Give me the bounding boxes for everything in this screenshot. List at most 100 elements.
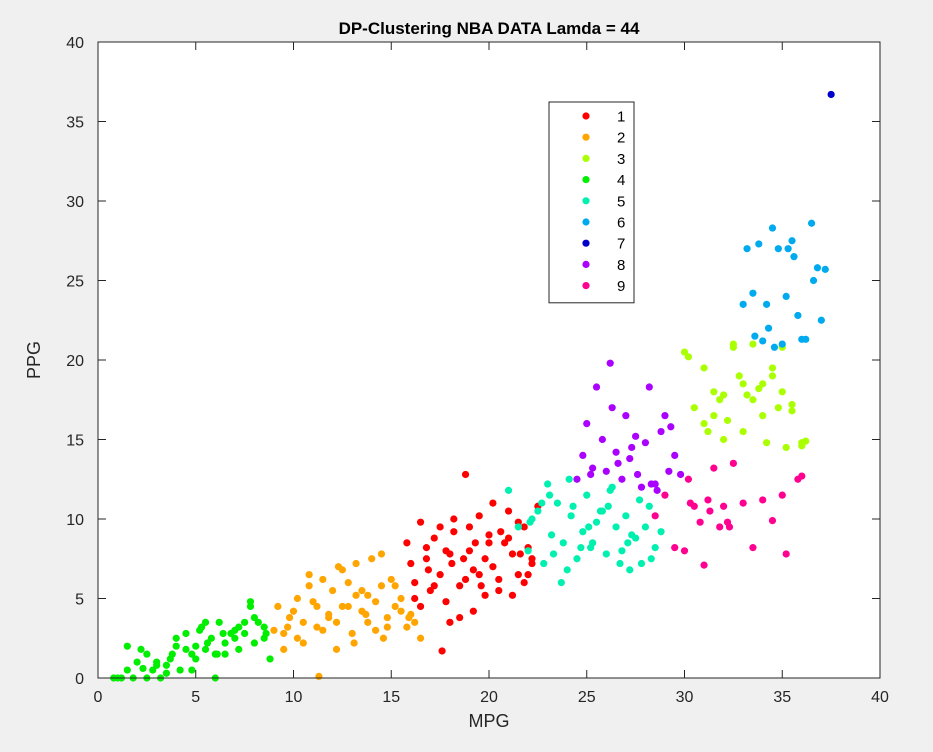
data-point [802, 437, 810, 445]
x-tick-label: 10 [285, 689, 303, 706]
legend-item-7: 7 [582, 236, 625, 253]
data-point [352, 591, 360, 599]
data-point [729, 459, 737, 467]
data-point [391, 582, 399, 590]
data-point [749, 340, 757, 348]
data-point [344, 579, 352, 587]
data-point [391, 602, 399, 611]
data-point [497, 528, 505, 536]
data-point [504, 534, 513, 542]
data-point [461, 470, 470, 479]
data-point [508, 550, 517, 558]
legend-marker [582, 239, 590, 247]
data-point [325, 613, 333, 622]
data-point [123, 642, 131, 650]
data-point [495, 586, 503, 595]
data-point [481, 591, 489, 599]
data-point [608, 404, 616, 412]
data-point [680, 348, 689, 356]
legend-box [548, 101, 635, 304]
data-point [284, 623, 292, 631]
data-point [827, 90, 835, 99]
data-point [299, 639, 307, 647]
legend-item-4: 4 [582, 172, 625, 189]
data-point [495, 575, 503, 584]
data-point [137, 645, 145, 653]
data-point [690, 404, 698, 412]
data-point [614, 459, 622, 467]
data-point [559, 539, 567, 547]
data-point [739, 380, 747, 388]
data-point [684, 353, 693, 361]
x-tick-label: 25 [578, 689, 596, 706]
data-point [235, 623, 243, 631]
data-point [442, 598, 450, 606]
data-point [198, 623, 206, 631]
data-point [788, 237, 796, 245]
legend-label: 8 [617, 257, 625, 274]
data-point [270, 626, 278, 634]
data-point [377, 550, 386, 558]
y-tick-label: 15 [66, 433, 84, 450]
data-point [567, 512, 575, 520]
data-point [700, 420, 708, 428]
cluster-1-points [403, 470, 542, 655]
data-point [782, 292, 790, 300]
data-point [759, 380, 767, 388]
data-point [587, 470, 595, 479]
data-point [546, 491, 554, 499]
data-point [477, 582, 485, 590]
data-point [778, 340, 786, 348]
data-point [770, 343, 779, 351]
data-point [293, 634, 302, 642]
data-point [172, 642, 180, 650]
chart-title: DP-Clustering NBA DATA Lamda = 44 [339, 19, 640, 38]
data-point [231, 634, 239, 642]
cluster-5-points [504, 475, 665, 587]
data-point [583, 491, 591, 499]
data-point [188, 650, 196, 658]
data-point [778, 388, 786, 396]
data-point [809, 276, 818, 285]
data-point [622, 512, 630, 520]
data-point [358, 586, 366, 595]
y-tick-label: 0 [75, 671, 84, 688]
data-point [628, 443, 636, 452]
legend-label: 1 [617, 109, 625, 126]
data-point [553, 499, 562, 507]
data-point [372, 598, 380, 606]
data-point [446, 618, 454, 626]
data-point [641, 523, 650, 531]
data-point [749, 544, 757, 552]
data-point [817, 316, 825, 324]
data-point [778, 491, 786, 499]
data-point [540, 559, 548, 568]
data-point [549, 550, 558, 558]
data-point [329, 586, 337, 595]
data-point [602, 550, 610, 558]
data-point [403, 623, 411, 631]
legend-label: 6 [617, 215, 625, 232]
data-point [313, 602, 321, 611]
data-point [436, 523, 444, 531]
data-point [524, 571, 532, 579]
data-point [671, 544, 679, 552]
data-point [514, 523, 522, 531]
legend-item-1: 1 [582, 109, 625, 126]
data-point [739, 499, 747, 507]
data-point [720, 435, 728, 444]
data-point [450, 528, 458, 536]
legend-marker [582, 112, 590, 120]
data-point [514, 571, 522, 579]
data-point [485, 539, 493, 547]
legend-marker [582, 218, 590, 226]
data-point [579, 528, 587, 536]
data-point [633, 470, 642, 479]
data-point [192, 642, 200, 650]
data-point [436, 571, 444, 579]
data-point [821, 265, 829, 273]
data-point [334, 563, 343, 571]
data-point [280, 645, 288, 653]
